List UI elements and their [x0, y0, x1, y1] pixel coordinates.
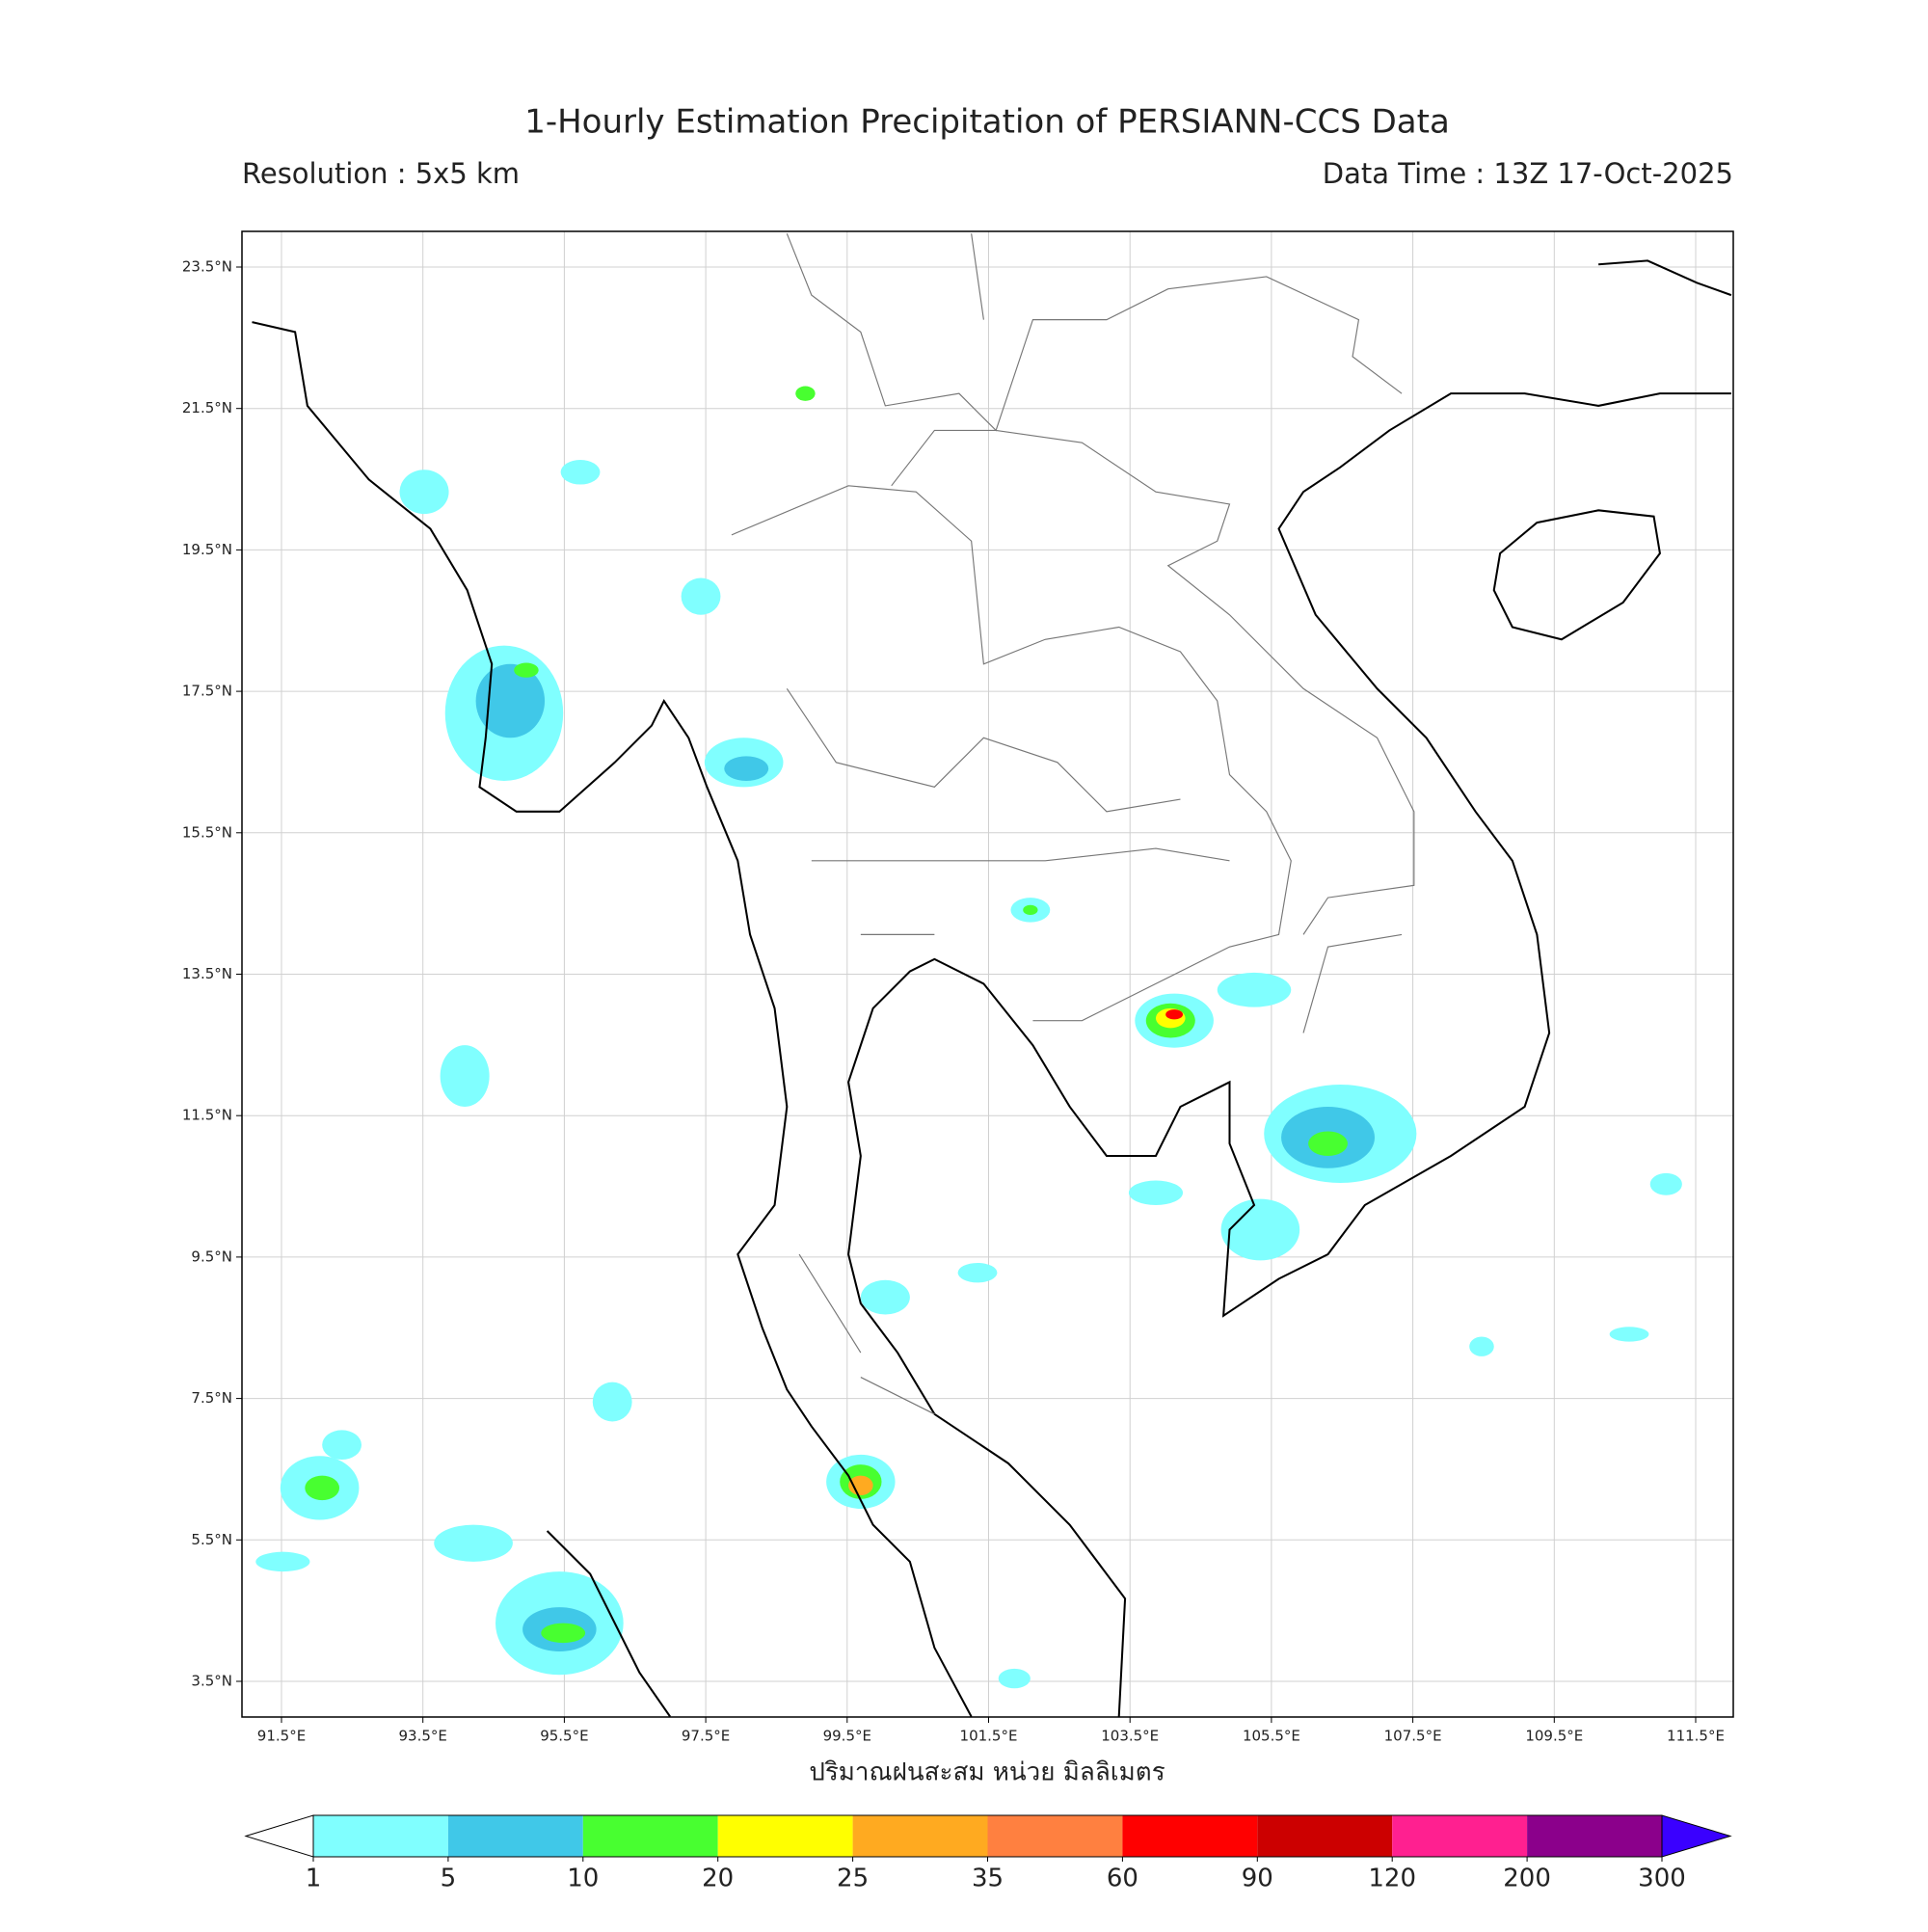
rain-area [399, 470, 449, 515]
rain-area [998, 1668, 1031, 1689]
colorbar-segment [1122, 1815, 1258, 1857]
coastline [252, 321, 973, 1717]
coastline [1492, 509, 1662, 641]
colorbar-segment [313, 1815, 448, 1857]
lat-tick-label: 5.5°N [191, 1531, 232, 1548]
lat-tick-label: 11.5°N [182, 1107, 232, 1124]
rain-area [1165, 1009, 1184, 1020]
colorbar-label: ปริมาณฝนสะสม หน่วย มิลลิเมตร [809, 1758, 1165, 1787]
rain-area [724, 756, 769, 781]
rain-area [681, 577, 721, 615]
lon-tick-label: 99.5°E [823, 1728, 871, 1745]
rain-area [305, 1475, 340, 1501]
colorbar-segment [447, 1815, 583, 1857]
rain-area [1308, 1131, 1348, 1156]
colorbar-tick-label: 10 [567, 1865, 599, 1893]
lat-tick-label: 23.5°N [182, 258, 232, 276]
lat-tick-label: 7.5°N [191, 1389, 232, 1407]
title: 1-Hourly Estimation Precipitation of PER… [524, 103, 1450, 142]
rain-area [957, 1262, 998, 1283]
lon-tick-label: 105.5°E [1243, 1728, 1300, 1745]
colorbar-tick-label: 20 [702, 1865, 734, 1893]
coastline [1598, 259, 1732, 297]
lon-tick-label: 95.5°E [540, 1728, 588, 1745]
lat-tick-label: 15.5°N [182, 823, 232, 841]
colorbar-segment [717, 1815, 853, 1857]
colorbar-over [1661, 1814, 1732, 1858]
colorbar-segment [1392, 1815, 1528, 1857]
rain-areas [255, 386, 1682, 1689]
rain-area [255, 1551, 310, 1572]
rain-area [560, 460, 601, 485]
lat-tick-label: 3.5°N [191, 1673, 232, 1690]
colorbar-segment [1527, 1815, 1662, 1857]
lon-tick-label: 101.5°E [960, 1728, 1018, 1745]
lon-tick-label: 111.5°E [1667, 1728, 1725, 1745]
lon-tick-label: 93.5°E [399, 1728, 447, 1745]
colorbar: 1 5 10 20 25 35 60 90 120 200 300 [244, 1814, 1732, 1893]
colorbar-tick-label: 1 [306, 1865, 322, 1893]
lon-tick-label: 107.5°E [1384, 1728, 1442, 1745]
colorbar-tick-label: 200 [1503, 1865, 1551, 1893]
lat-tick-label: 13.5°N [182, 965, 232, 982]
rain-area [1023, 904, 1038, 915]
rain-area [440, 1045, 490, 1107]
colorbar-tick-label: 60 [1107, 1865, 1138, 1893]
rain-area [1217, 972, 1292, 1007]
rain-area [514, 662, 539, 678]
map-layers [252, 233, 1732, 1717]
rain-area [322, 1430, 362, 1461]
rain-area [860, 1279, 910, 1315]
coastline [546, 1530, 671, 1717]
lat-tick-label: 21.5°N [182, 399, 232, 416]
rain-area [1649, 1172, 1682, 1195]
resolution: Resolution : 5x5 km [242, 157, 520, 190]
rain-area [475, 663, 546, 738]
data-time: Data Time : 13Z 17-Oct-2025 [1323, 157, 1733, 190]
map-body [252, 233, 1732, 1717]
rain-area [848, 1475, 873, 1496]
rain-area [592, 1382, 632, 1422]
colorbar-segment [1257, 1815, 1393, 1857]
lat-tick-label: 9.5°N [191, 1248, 232, 1265]
border [786, 233, 1415, 1033]
lon-tick-label: 91.5°E [257, 1728, 306, 1745]
lon-tick-label: 103.5°E [1101, 1728, 1159, 1745]
lat-tick-label: 19.5°N [182, 541, 232, 558]
coastline [847, 392, 1731, 1717]
rain-area [434, 1524, 513, 1562]
colorbar-segment [852, 1815, 988, 1857]
colorbar-tick-label: 35 [972, 1865, 1004, 1893]
rain-area [541, 1623, 586, 1644]
colorbar-tick-label: 25 [837, 1865, 869, 1893]
border [731, 485, 1292, 1415]
rain-area [1220, 1198, 1300, 1261]
rain-area [1469, 1336, 1494, 1356]
colorbar-tick-label: 5 [441, 1865, 457, 1893]
lon-tick-label: 97.5°E [682, 1728, 730, 1745]
colorbar-tick-label: 120 [1368, 1865, 1416, 1893]
colorbar-segment [582, 1815, 718, 1857]
colorbar-under [244, 1814, 314, 1858]
lat-tick-label: 17.5°N [182, 683, 232, 700]
colorbar-segment [987, 1815, 1123, 1857]
rain-area [795, 386, 816, 401]
rain-area [1128, 1180, 1184, 1205]
colorbar-tick-label: 300 [1638, 1865, 1686, 1893]
grid [242, 231, 1733, 1717]
lon-tick-label: 109.5°E [1525, 1728, 1583, 1745]
colorbar-tick-label: 90 [1242, 1865, 1273, 1893]
rain-area [1609, 1327, 1649, 1342]
